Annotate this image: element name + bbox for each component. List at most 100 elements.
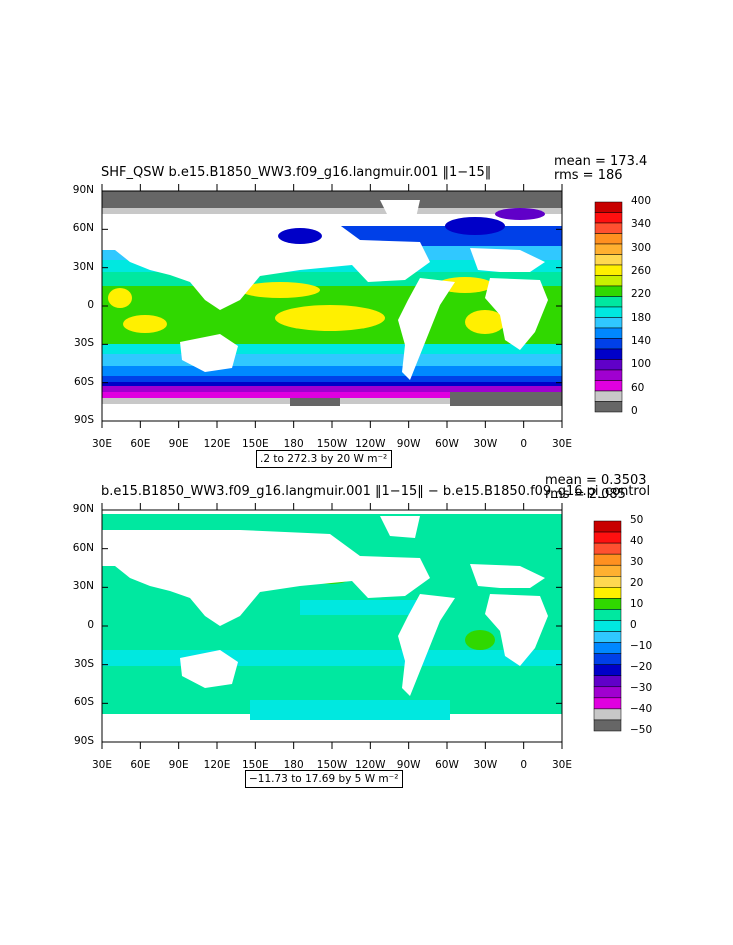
panel1-colorbar-swatch: [594, 212, 623, 224]
axis-ticks: [101, 184, 563, 749]
panel1-title: SHF_QSW b.e15.B1850_WW3.f09_g16.langmuir…: [101, 165, 492, 180]
panel1-lon-label: 30E: [552, 438, 572, 450]
panel2-colorbar-swatch: [593, 598, 622, 610]
panel2-lat-label: 30S: [73, 657, 94, 670]
panel2-colorbar-label: −20: [630, 661, 653, 673]
panel2-lon-label: 120W: [355, 759, 386, 771]
panel2-range-box: −11.73 to 17.69 by 5 W m⁻²: [245, 770, 404, 788]
panel1-colorbar-swatch: [594, 380, 623, 392]
panel1-lon-label: 120W: [355, 438, 386, 450]
panel1-lat-label: 90S: [73, 414, 94, 426]
panel2-colorbar-label: −50: [630, 724, 653, 736]
panel1-colorbar-label: 60: [631, 381, 645, 394]
panel1-colorbar-swatch: [594, 390, 623, 402]
panel2-colorbar-swatch: [593, 609, 622, 621]
panel2-lon-label: 60W: [435, 759, 459, 771]
panel1-lat-label: 60S: [73, 375, 94, 388]
panel1-colorbar-swatch: [594, 275, 623, 287]
panel1-colorbar-swatch: [594, 264, 623, 276]
panel1-lon-label: 120E: [203, 438, 231, 450]
panel1-lon-label: 150E: [241, 438, 269, 450]
panel2-colorbar-label: 40: [630, 535, 644, 547]
panel1-range-box: .2 to 272.3 by 20 W m⁻²: [256, 450, 393, 468]
panel2-lat-label: 30N: [72, 580, 94, 593]
panel2-colorbar-swatch: [593, 719, 622, 732]
panel2-lon-label: 150W: [316, 759, 348, 771]
panel1-colorbar-swatch: [594, 285, 623, 297]
panel2-colorbar-swatch: [593, 653, 622, 665]
panel2-rms: rms = 2.085: [545, 487, 626, 502]
panel2-colorbar-swatch: [593, 620, 622, 632]
panel2-colorbar-label: 10: [630, 598, 644, 610]
panel1-colorbar-swatch: [594, 201, 623, 213]
panel2-colorbar: [593, 520, 622, 732]
panel2-lon-label: 120E: [203, 759, 231, 771]
panel2-colorbar-label: −40: [630, 703, 653, 715]
panel2-lat-label: 60S: [73, 696, 94, 709]
panel2-title: b.e15.B1850_WW3.f09_g16.langmuir.001 ‖1−…: [101, 485, 651, 498]
panel1-colorbar-label: 100: [631, 358, 652, 371]
panel2-lon-label: 180: [283, 759, 304, 771]
panel1-colorbar-label: 400: [631, 195, 652, 207]
panel1-lon-label: 90E: [168, 438, 189, 450]
panel2-mean: mean = 0.3503: [545, 473, 647, 488]
panel1-colorbar-label: 0: [631, 405, 638, 417]
panel1-colorbar-swatch: [594, 369, 623, 381]
panel1-lon-label: 60E: [130, 438, 151, 450]
panel2-lon-label: 0: [520, 759, 527, 771]
panel2-colorbar-label: 50: [630, 514, 644, 526]
panel1-lon-label: 0: [520, 438, 527, 450]
panel2-colorbar-label: 20: [630, 577, 644, 589]
panel2-map: [102, 510, 562, 742]
panel1-map: [102, 191, 562, 421]
panel1-lon-label: 30E: [92, 438, 112, 450]
panel2-colorbar-swatch: [593, 520, 622, 533]
panel1-colorbar-swatch: [594, 317, 623, 329]
panel1-lat-label: 60N: [72, 222, 94, 235]
panel2-colorbar-swatch: [593, 564, 622, 577]
panel1-colorbar-label: 180: [631, 311, 652, 324]
panel2-colorbar-label: 0: [630, 619, 637, 631]
panel2-colorbar-label: −30: [630, 682, 653, 694]
panel2-colorbar-swatch: [593, 697, 622, 710]
panel1-mean: mean = 173.4: [554, 154, 648, 169]
panel1-colorbar: [594, 201, 623, 413]
panel2-colorbar-label: −10: [630, 640, 653, 652]
panel1-lat-label: 0: [87, 299, 94, 311]
panel1-colorbar-swatch: [594, 359, 623, 371]
panel1-colorbar-swatch: [594, 233, 623, 245]
panel1-colorbar-swatch: [594, 222, 623, 234]
panel1-colorbar-swatch: [594, 348, 623, 360]
panel1-colorbar-label: 260: [631, 265, 652, 277]
panel2-colorbar-swatch: [593, 664, 622, 676]
panel1-lat-label: 30S: [73, 337, 94, 350]
panel2-colorbar-swatch: [593, 708, 622, 721]
panel2-colorbar-swatch: [593, 587, 622, 599]
panel2-lon-label: 30E: [92, 759, 112, 771]
panel2-lat-label: 60N: [72, 541, 94, 554]
panel2-colorbar-swatch: [593, 642, 622, 654]
panel2-colorbar-swatch: [593, 553, 622, 566]
panel2-lon-label: 90E: [168, 759, 189, 771]
panel2-lat-label: 90N: [72, 503, 94, 515]
panel2-lat-label: 0: [87, 619, 94, 631]
panel2-lon-label: 30W: [473, 759, 498, 771]
panel1-colorbar-label: 140: [631, 335, 652, 347]
panel2-lat-label: 90S: [73, 735, 94, 747]
panel1-colorbar-swatch: [594, 338, 623, 350]
panel2-colorbar-swatch: [593, 531, 622, 544]
panel1-colorbar-swatch: [594, 296, 623, 308]
panel2-colorbar-swatch: [593, 631, 622, 643]
panel1-colorbar-label: 220: [631, 288, 652, 301]
panel1-colorbar-label: 340: [631, 218, 652, 231]
panel2-lon-label: 60E: [130, 759, 151, 771]
panel1-colorbar-swatch: [594, 243, 623, 255]
panel1-lon-label: 90W: [396, 438, 421, 450]
panel2-colorbar-swatch: [593, 675, 622, 688]
panel1-colorbar-swatch: [594, 306, 623, 318]
panel1-lon-label: 60W: [435, 438, 459, 450]
panel1-lon-label: 30W: [473, 438, 498, 450]
panel1-lat-label: 90N: [72, 184, 94, 196]
panel1-colorbar-swatch: [594, 401, 623, 413]
